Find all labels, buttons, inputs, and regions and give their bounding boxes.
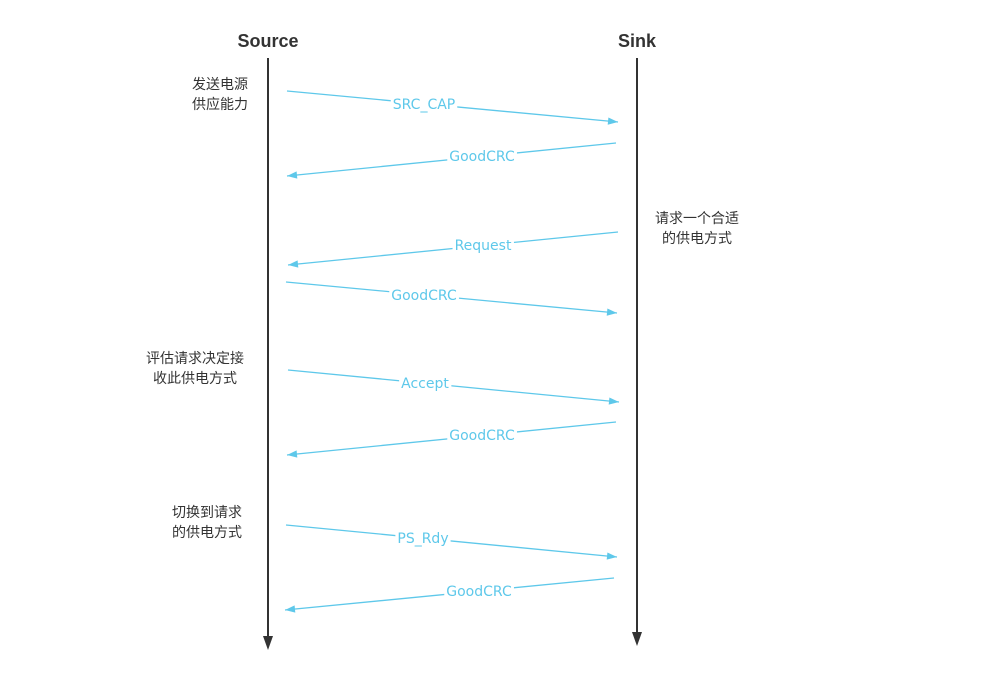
message-arrowhead — [606, 308, 617, 316]
message-label: GoodCRC — [446, 584, 512, 600]
note-line: 切换到请求 — [172, 504, 242, 521]
note-line: 收此供电方式 — [153, 371, 237, 387]
message-label: GoodCRC — [449, 428, 515, 444]
message-3: Request — [287, 231, 619, 268]
message-label: GoodCRC — [391, 288, 457, 304]
message-arrowhead — [287, 171, 298, 179]
sink-title: Sink — [618, 31, 657, 51]
message-layer: SRC_CAP GoodCRC Request GoodCRC Accept GoodCR… — [284, 90, 620, 613]
sink-lifeline-arrowhead — [632, 632, 642, 646]
message-7: PS_Rdy — [285, 524, 618, 560]
message-arrowhead — [288, 260, 299, 268]
message-arrowhead — [287, 450, 298, 458]
message-label: SRC_CAP — [393, 97, 456, 113]
message-arrowhead — [607, 117, 618, 125]
message-arrowhead — [285, 605, 296, 613]
message-6: GoodCRC — [286, 421, 617, 458]
message-label-background — [399, 376, 452, 392]
message-label-background — [447, 428, 517, 444]
note-request-power: 请求一个合适 的供电方式 — [655, 211, 739, 247]
message-1: SRC_CAP — [286, 90, 619, 125]
message-label: Accept — [401, 376, 449, 392]
message-label-background — [452, 238, 514, 254]
message-label-background — [447, 149, 517, 165]
message-line — [285, 524, 618, 558]
sink-lifeline — [632, 58, 642, 646]
message-label: Request — [455, 238, 512, 254]
message-line — [287, 369, 620, 403]
note-switch-supply: 切换到请求 的供电方式 — [172, 504, 242, 541]
note-line: 的供电方式 — [662, 231, 732, 247]
note-line: 发送电源 — [192, 77, 248, 93]
note-line: 供应能力 — [192, 96, 248, 113]
message-label-background — [395, 531, 451, 547]
message-arrowhead — [608, 397, 619, 405]
message-label-background — [444, 584, 514, 600]
source-title: Source — [237, 31, 298, 51]
message-label-background — [389, 288, 459, 304]
message-label-background — [390, 97, 458, 113]
source-lifeline-arrowhead — [263, 636, 273, 650]
message-5: Accept — [287, 369, 620, 405]
note-send-capabilities: 发送电源 供应能力 — [192, 77, 248, 113]
message-label: GoodCRC — [449, 149, 515, 165]
message-arrowhead — [606, 552, 617, 560]
source-lifeline — [263, 58, 273, 650]
note-evaluate-request: 评估请求决定接 收此供电方式 — [146, 350, 244, 387]
message-8: GoodCRC — [284, 577, 615, 613]
note-line: 评估请求决定接 — [146, 350, 244, 367]
note-line: 请求一个合适 — [655, 211, 739, 227]
message-2: GoodCRC — [286, 142, 617, 179]
message-label: PS_Rdy — [397, 531, 448, 547]
message-4: GoodCRC — [285, 281, 618, 316]
note-line: 的供电方式 — [172, 525, 242, 541]
